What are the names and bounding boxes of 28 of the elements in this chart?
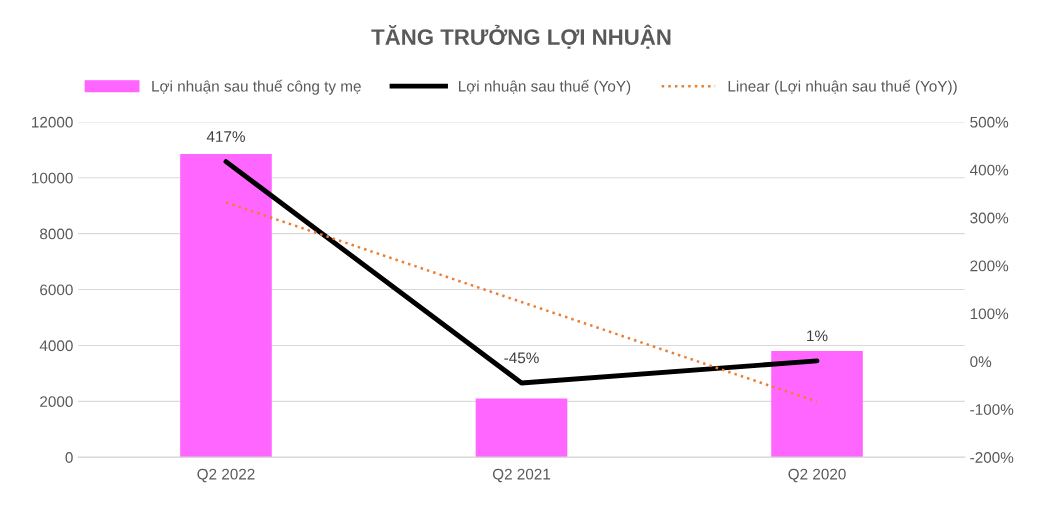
y-tick-label: 6000	[40, 284, 73, 296]
legend-label: Linear (Lợi nhuận sau thuế (YoY))	[728, 79, 957, 95]
y2-tick-label: 100%	[970, 308, 1009, 320]
x-tick-label: Q2 2022	[197, 468, 255, 483]
y2-tick-label: 200%	[970, 260, 1009, 272]
x-tick-label: Q2 2021	[492, 468, 551, 483]
y-tick-label: 0	[65, 452, 73, 463]
y2-tick-label: -100%	[970, 404, 1014, 415]
legend-label: Lợi nhuận sau thuế công ty mẹ	[152, 79, 361, 95]
x-tick-label: Q2 2020	[788, 468, 846, 483]
y2-tick-label: 500%	[970, 116, 1009, 128]
y2-tick-label: -200%	[970, 452, 1014, 463]
legend-label: Lợi nhuận sau thuế (YoY)	[459, 79, 631, 95]
bar	[771, 351, 863, 458]
data-label: 1%	[807, 330, 828, 342]
bar	[475, 398, 568, 458]
chart-title: TĂNG TRƯỞNG LỢI NHUẬN	[371, 24, 671, 49]
data-label: -45%	[504, 352, 539, 364]
y-tick-label: 4000	[39, 340, 73, 352]
y2-tick-label: 300%	[970, 212, 1009, 224]
y-tick-label: 12000	[32, 116, 73, 128]
bar	[180, 154, 272, 458]
data-label: 417%	[206, 131, 245, 142]
y2-tick-label: 0%	[970, 356, 992, 368]
y-tick-label: 2000	[40, 396, 73, 408]
y2-tick-label: 400%	[969, 164, 1009, 176]
y-tick-label: 8000	[40, 228, 73, 240]
y-tick-label: 10000	[32, 172, 73, 184]
